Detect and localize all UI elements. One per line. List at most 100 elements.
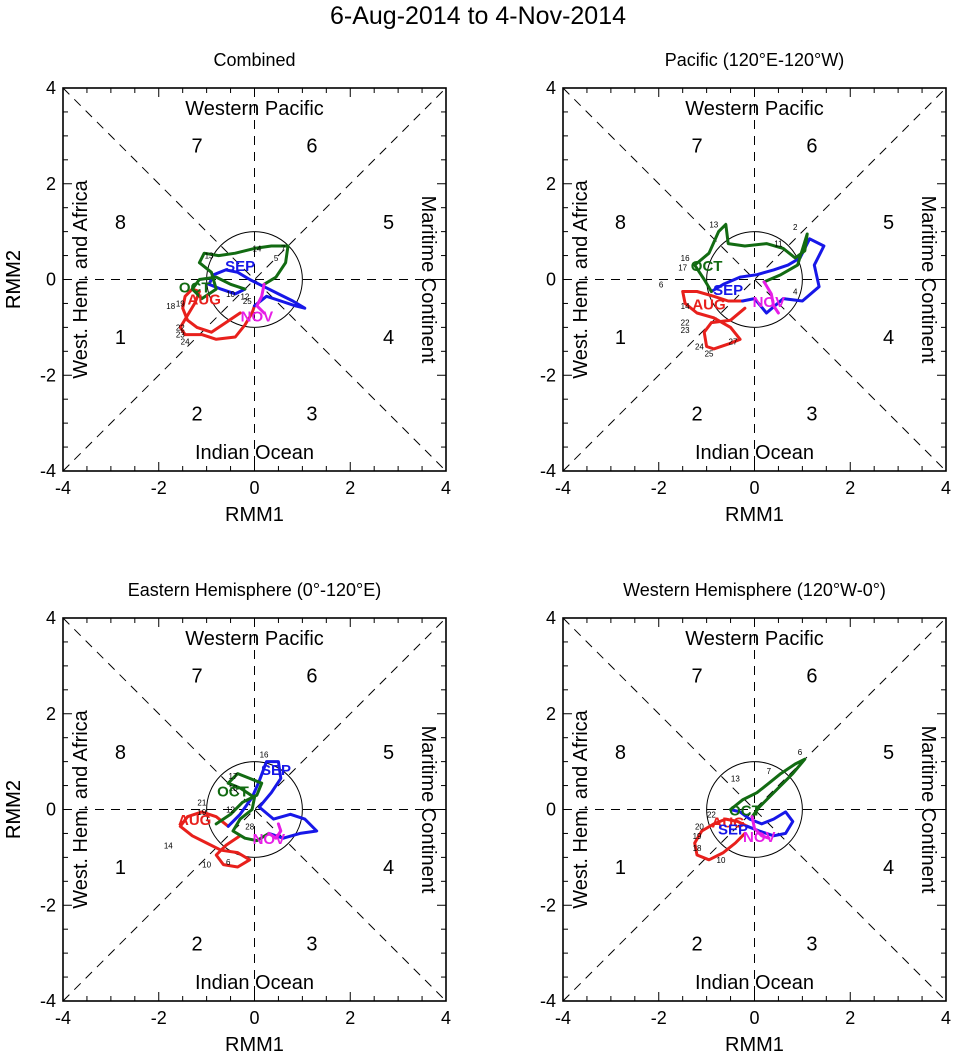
region-label-left: West. Hem. and Africa <box>570 709 592 908</box>
phase-label: 6 <box>806 665 817 687</box>
month-label-oct: OCT <box>729 803 761 820</box>
day-label: 22 <box>681 319 690 328</box>
month-label-nov: NOV <box>753 294 786 311</box>
phase-label: 1 <box>115 857 126 879</box>
x-tick-label: -4 <box>55 1008 71 1028</box>
region-label-left: West. Hem. and Africa <box>570 179 592 378</box>
trajectory-nov <box>762 280 780 315</box>
month-label-nov: NOV <box>743 829 776 846</box>
day-label: 12 <box>240 292 249 301</box>
day-label: 11 <box>774 240 783 249</box>
month-label-sep: SEP <box>225 258 255 275</box>
phase-label: 7 <box>191 135 202 157</box>
trajectory-nov <box>750 815 771 840</box>
phase-label: 7 <box>191 665 202 687</box>
y-tick-label: 0 <box>46 800 56 820</box>
amplitude-circle <box>706 231 803 328</box>
x-tick-label: 0 <box>749 478 759 498</box>
day-label: 14 <box>681 302 690 311</box>
region-label-bottom: Indian Ocean <box>195 972 314 994</box>
trajectory-aug <box>178 810 252 869</box>
month-label-sep: SEP <box>713 282 743 299</box>
day-label: 6 <box>226 858 231 867</box>
y-axis-label: RMM2 <box>3 250 25 309</box>
phase-label: 7 <box>691 135 702 157</box>
x-axis-label: RMM1 <box>225 504 284 526</box>
diagonal-line <box>562 87 947 472</box>
y-tick-label: 4 <box>46 78 56 98</box>
month-label-sep: SEP <box>718 822 748 839</box>
day-label: 14 <box>252 244 261 253</box>
figure-title: 6-Aug-2014 to 4-Nov-2014 <box>330 2 626 30</box>
day-label: 19 <box>693 832 702 841</box>
region-label-bottom: Indian Ocean <box>195 442 314 464</box>
day-label: 28 <box>245 822 254 831</box>
day-label: 17 <box>678 264 687 273</box>
day-label: 10 <box>202 861 211 870</box>
day-label: 13 <box>709 220 718 229</box>
y-tick-label: 4 <box>546 608 556 628</box>
month-label-nov: NOV <box>241 308 274 325</box>
region-label-right: Maritime Continent <box>917 726 939 894</box>
day-label: 24 <box>695 343 704 352</box>
x-tick-label: -4 <box>55 478 71 498</box>
phase-label: 2 <box>691 934 702 956</box>
x-tick-label: 4 <box>441 478 451 498</box>
y-tick-label: -4 <box>40 991 56 1011</box>
phase-label: 2 <box>191 934 202 956</box>
phase-label: 4 <box>383 857 394 879</box>
phase-label: 5 <box>383 212 394 234</box>
phase-label: 4 <box>883 857 894 879</box>
month-label-aug: AUG <box>711 814 744 831</box>
day-label: 27 <box>729 338 738 347</box>
y-tick-label: -4 <box>40 461 56 481</box>
day-label: 7 <box>281 244 286 253</box>
x-tick-label: 2 <box>845 1008 855 1028</box>
day-label: 18 <box>229 784 238 793</box>
month-label-nov: NOV <box>253 831 286 848</box>
x-tick-label: -2 <box>651 1008 667 1028</box>
month-label-aug: AUG <box>692 296 725 313</box>
panel-pacific: Pacific (120°E-120°W)-4-4-2-2002244RMM1R… <box>3 50 951 526</box>
phase-label: 7 <box>691 665 702 687</box>
x-tick-label: 0 <box>249 478 259 498</box>
diagonal-line <box>562 617 947 1002</box>
phase-label: 8 <box>615 212 626 234</box>
y-tick-label: -2 <box>40 365 56 385</box>
panel-title: Combined <box>213 50 295 70</box>
diagonal-line <box>62 617 447 1002</box>
phase-label: 2 <box>691 404 702 426</box>
y-tick-label: 2 <box>46 704 56 724</box>
x-tick-label: 2 <box>345 478 355 498</box>
phase-label: 1 <box>115 327 126 349</box>
x-tick-label: 4 <box>941 1008 951 1028</box>
phase-label: 3 <box>806 934 817 956</box>
day-label: 23 <box>681 326 690 335</box>
y-tick-label: 0 <box>546 270 556 290</box>
trajectory-oct <box>693 222 809 293</box>
amplitude-circle <box>706 761 803 858</box>
y-tick-label: 4 <box>46 608 56 628</box>
phase-label: 5 <box>383 742 394 764</box>
x-tick-label: 4 <box>441 1008 451 1028</box>
diagonal-line <box>562 87 947 472</box>
region-label-bottom: Indian Ocean <box>695 442 814 464</box>
phase-label: 5 <box>883 742 894 764</box>
day-label: 22 <box>707 810 716 819</box>
day-label: 18 <box>693 844 702 853</box>
day-label: 20 <box>695 822 704 831</box>
day-label: 6 <box>659 280 664 289</box>
region-label-top: Western Pacific <box>185 628 324 650</box>
x-tick-label: -2 <box>151 1008 167 1028</box>
y-axis-label: RMM2 <box>3 250 25 309</box>
x-tick-label: -4 <box>555 478 571 498</box>
phase-label: 1 <box>615 857 626 879</box>
day-label: 19 <box>176 299 185 308</box>
region-label-top: Western Pacific <box>185 98 324 120</box>
diagonal-line <box>562 617 947 1002</box>
phase-label: 3 <box>306 404 317 426</box>
phase-label: 6 <box>306 135 317 157</box>
